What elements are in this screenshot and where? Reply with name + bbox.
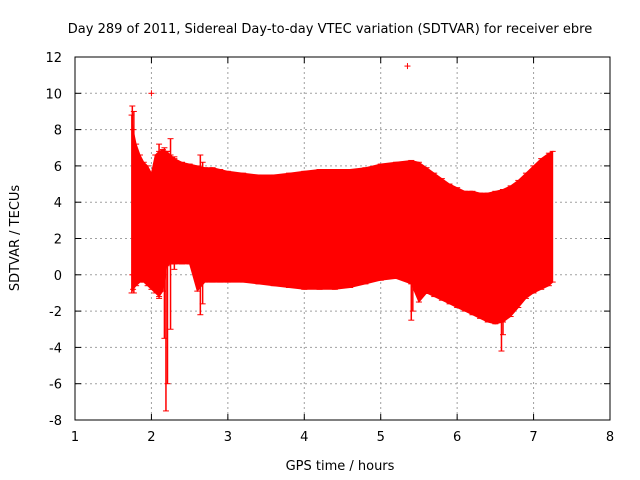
x-tick-label: 6 — [453, 430, 461, 445]
y-tick-label: -4 — [49, 341, 62, 356]
x-tick-label: 7 — [529, 430, 537, 445]
y-tick-label: 12 — [45, 51, 62, 66]
x-tick-label: 8 — [606, 430, 614, 445]
x-tick-label: 4 — [300, 430, 308, 445]
y-tick-label: 2 — [54, 233, 62, 248]
x-tick-label: 2 — [147, 430, 155, 445]
y-tick-label: 8 — [54, 124, 62, 139]
y-tick-label: 6 — [54, 160, 62, 175]
error-band — [131, 115, 554, 325]
y-tick-label: 0 — [54, 269, 62, 284]
y-tick-label: 10 — [45, 87, 62, 102]
x-tick-label: 5 — [377, 430, 385, 445]
x-tick-label: 3 — [224, 430, 232, 445]
y-tick-label: -6 — [49, 378, 62, 393]
data-layer — [128, 63, 556, 412]
y-tick-label: -2 — [49, 305, 62, 320]
x-tick-label: 1 — [71, 430, 79, 445]
y-axis-label: SDTVAR / TECUs — [8, 185, 23, 292]
x-axis-label: GPS time / hours — [286, 459, 395, 474]
y-tick-label: -8 — [49, 414, 62, 429]
chart-title: Day 289 of 2011, Sidereal Day-to-day VTE… — [68, 22, 592, 37]
y-tick-label: 4 — [54, 196, 62, 211]
